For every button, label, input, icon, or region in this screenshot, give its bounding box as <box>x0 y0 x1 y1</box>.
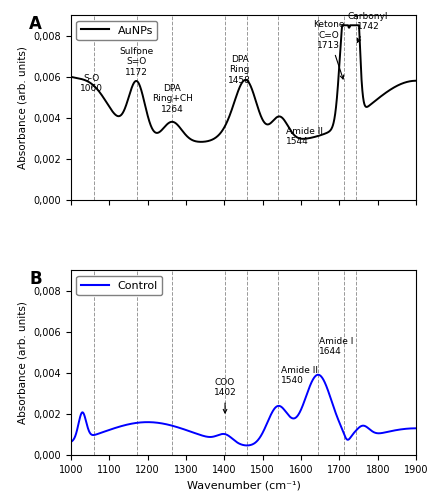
Legend: AuNPs: AuNPs <box>76 20 157 40</box>
Text: B: B <box>29 270 42 288</box>
Text: S-O
1060: S-O 1060 <box>80 74 103 93</box>
Text: Amide II
1540: Amide II 1540 <box>281 366 318 385</box>
Text: DPA
Ring
1458: DPA Ring 1458 <box>228 55 251 85</box>
Legend: Control: Control <box>76 276 162 295</box>
Y-axis label: Absorbance (arb. units): Absorbance (arb. units) <box>18 46 28 169</box>
Text: COO
1402: COO 1402 <box>214 378 236 413</box>
Text: DPA
Ring+CH
1264: DPA Ring+CH 1264 <box>151 84 193 114</box>
Text: Amide I
1644: Amide I 1644 <box>320 337 354 356</box>
Text: Sulfone
S=O
1172: Sulfone S=O 1172 <box>120 47 154 76</box>
Text: Amide II
1544: Amide II 1544 <box>286 127 323 146</box>
Text: Ketone
C=O
1713: Ketone C=O 1713 <box>313 20 344 79</box>
Text: A: A <box>29 15 42 33</box>
Text: Carbonyl
1742: Carbonyl 1742 <box>348 12 388 42</box>
X-axis label: Wavenumber (cm⁻¹): Wavenumber (cm⁻¹) <box>187 480 300 490</box>
Y-axis label: Absorbance (arb. units): Absorbance (arb. units) <box>18 301 28 424</box>
